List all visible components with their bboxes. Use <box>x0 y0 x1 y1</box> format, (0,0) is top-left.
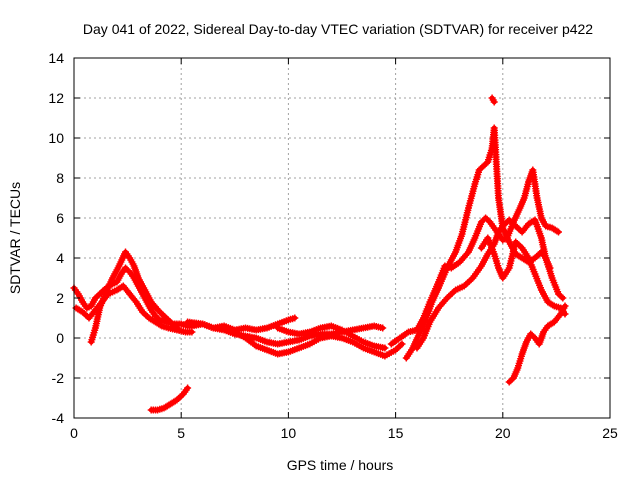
y-tick-label: 2 <box>56 290 64 306</box>
x-tick-label: 15 <box>388 425 404 441</box>
series-track-f <box>274 322 389 352</box>
series-track-j <box>488 94 498 106</box>
series-track-k <box>477 234 569 318</box>
x-axis-label: GPS time / hours <box>287 457 394 473</box>
series-markers <box>147 384 192 414</box>
series-markers <box>87 248 181 346</box>
y-tick-label: 4 <box>56 250 64 266</box>
y-tick-label: 12 <box>48 90 64 106</box>
grid-layer <box>74 58 610 418</box>
y-tick-label: 0 <box>56 330 64 346</box>
y-tick-label: 6 <box>56 210 64 226</box>
x-tick-label: 10 <box>281 425 297 441</box>
x-tick-label: 0 <box>70 425 78 441</box>
series-markers <box>274 322 389 352</box>
y-tick-label: 10 <box>48 130 64 146</box>
plot-frame <box>73 57 611 419</box>
series-track-e <box>231 328 406 360</box>
label-layer: Day 041 of 2022, Sidereal Day-to-day VTE… <box>7 21 593 473</box>
y-tick-label: -4 <box>52 410 65 426</box>
x-tick-label: 5 <box>177 425 185 441</box>
series-markers <box>477 234 569 318</box>
series-track-i <box>413 216 567 352</box>
series-markers <box>231 328 406 360</box>
series-markers <box>488 94 498 106</box>
data-layer <box>70 94 569 414</box>
series-track-l <box>505 302 569 386</box>
y-tick-label: 14 <box>48 50 64 66</box>
chart-title: Day 041 of 2022, Sidereal Day-to-day VTE… <box>83 21 593 37</box>
series-track-c <box>87 248 181 346</box>
series-markers <box>505 302 569 386</box>
x-tick-label: 25 <box>602 425 618 441</box>
x-tick-label: 20 <box>495 425 511 441</box>
y-tick-label: 8 <box>56 170 64 186</box>
axis-layer: 0 5 10 15 20 25 -4 -2 0 2 4 6 8 10 12 14 <box>48 50 618 441</box>
series-track-m <box>147 384 192 414</box>
y-tick-label: -2 <box>52 370 65 386</box>
series-markers <box>402 124 554 362</box>
y-axis-label: SDTVAR / TECUs <box>7 182 23 294</box>
